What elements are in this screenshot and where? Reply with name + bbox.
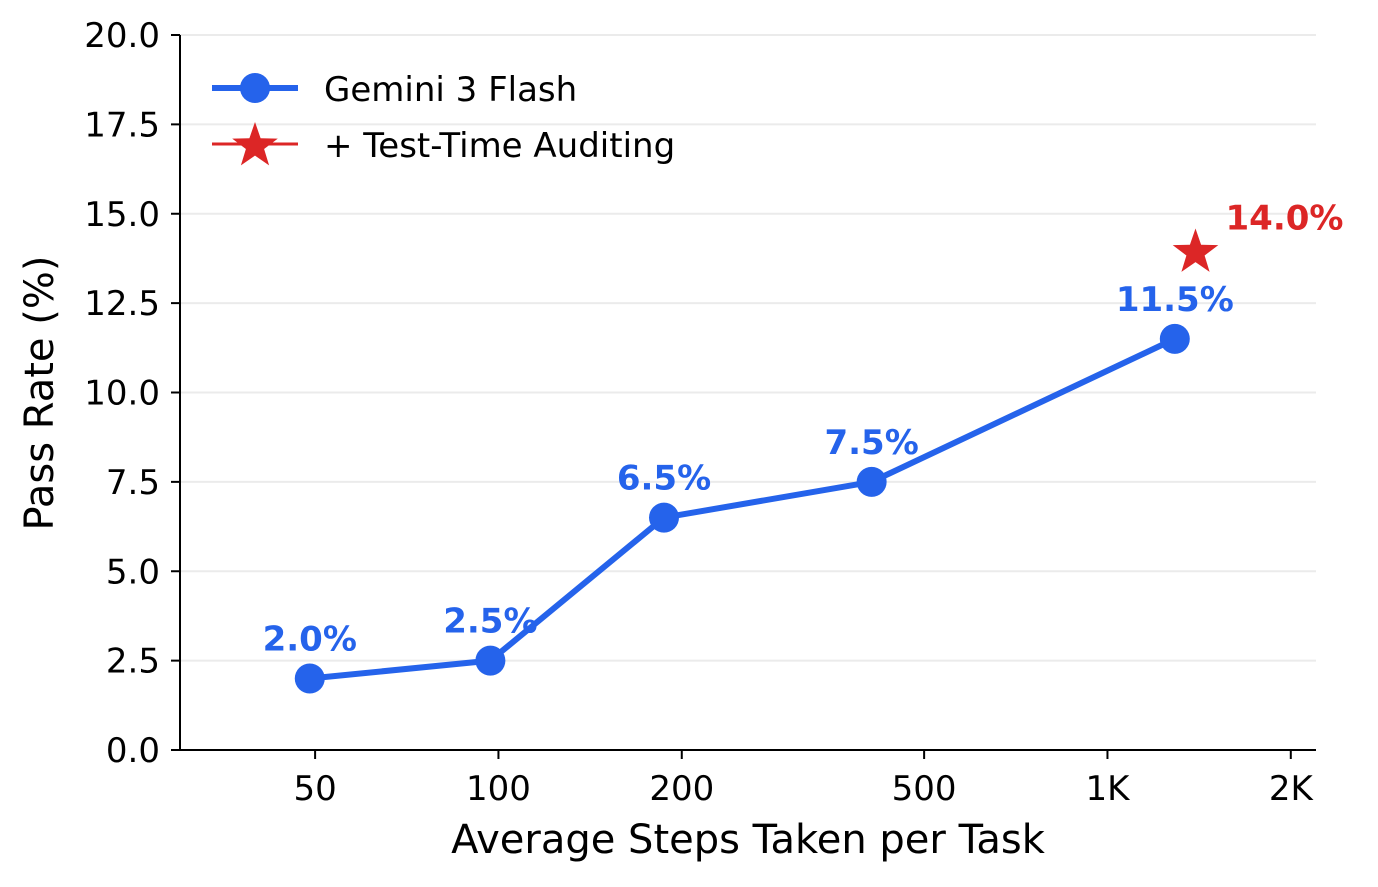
x-tick-label: 1K	[1085, 769, 1131, 809]
x-axis-label: Average Steps Taken per Task	[451, 817, 1046, 863]
data-label: 6.5%	[617, 459, 711, 499]
legend-circle-icon	[240, 73, 270, 103]
data-point	[475, 645, 506, 676]
series-marks: 2.0% 2.5% 6.5% 7.5% 11.5% 14.0%	[263, 199, 1344, 694]
data-point	[856, 466, 887, 497]
data-label: 2.5%	[443, 602, 537, 642]
x-tick-label: 500	[892, 769, 957, 809]
y-tick-label: 7.5	[106, 463, 160, 503]
data-point	[648, 502, 679, 533]
x-tick-label: 2K	[1269, 769, 1315, 809]
axes: 0.0 2.5 5.0 7.5 10.0 12.5 15.0 17.5 20.0 50 100 200…	[84, 16, 1316, 809]
x-tick-label: 50	[293, 769, 336, 809]
y-tick-label: 17.5	[84, 105, 160, 145]
data-point	[294, 663, 325, 694]
y-tick-label: 20.0	[84, 16, 160, 56]
data-label: 11.5%	[1116, 280, 1234, 320]
y-tick-label: 15.0	[84, 195, 160, 235]
data-label: 2.0%	[263, 620, 357, 660]
data-point	[1159, 323, 1190, 354]
grid	[180, 34, 1316, 662]
data-label: 7.5%	[824, 423, 918, 463]
series-line-gemini-3-flash	[309, 336, 1177, 682]
legend-label: Gemini 3 Flash	[324, 70, 577, 110]
y-tick-label: 10.0	[84, 374, 160, 414]
x-tick-label: 200	[649, 769, 714, 809]
x-tick-label: 100	[466, 769, 531, 809]
y-tick-label: 5.0	[106, 552, 160, 592]
legend-star-icon	[232, 122, 278, 166]
y-tick-label: 2.5	[106, 642, 160, 682]
star-data-point	[1172, 228, 1219, 272]
data-label: 14.0%	[1226, 199, 1344, 239]
y-axis-label: Pass Rate (%)	[17, 256, 63, 531]
y-tick-label: 0.0	[106, 731, 160, 771]
legend: Gemini 3 Flash + Test-Time Auditing	[212, 70, 675, 166]
legend-label: + Test-Time Auditing	[324, 126, 675, 166]
y-tick-label: 12.5	[84, 284, 160, 324]
